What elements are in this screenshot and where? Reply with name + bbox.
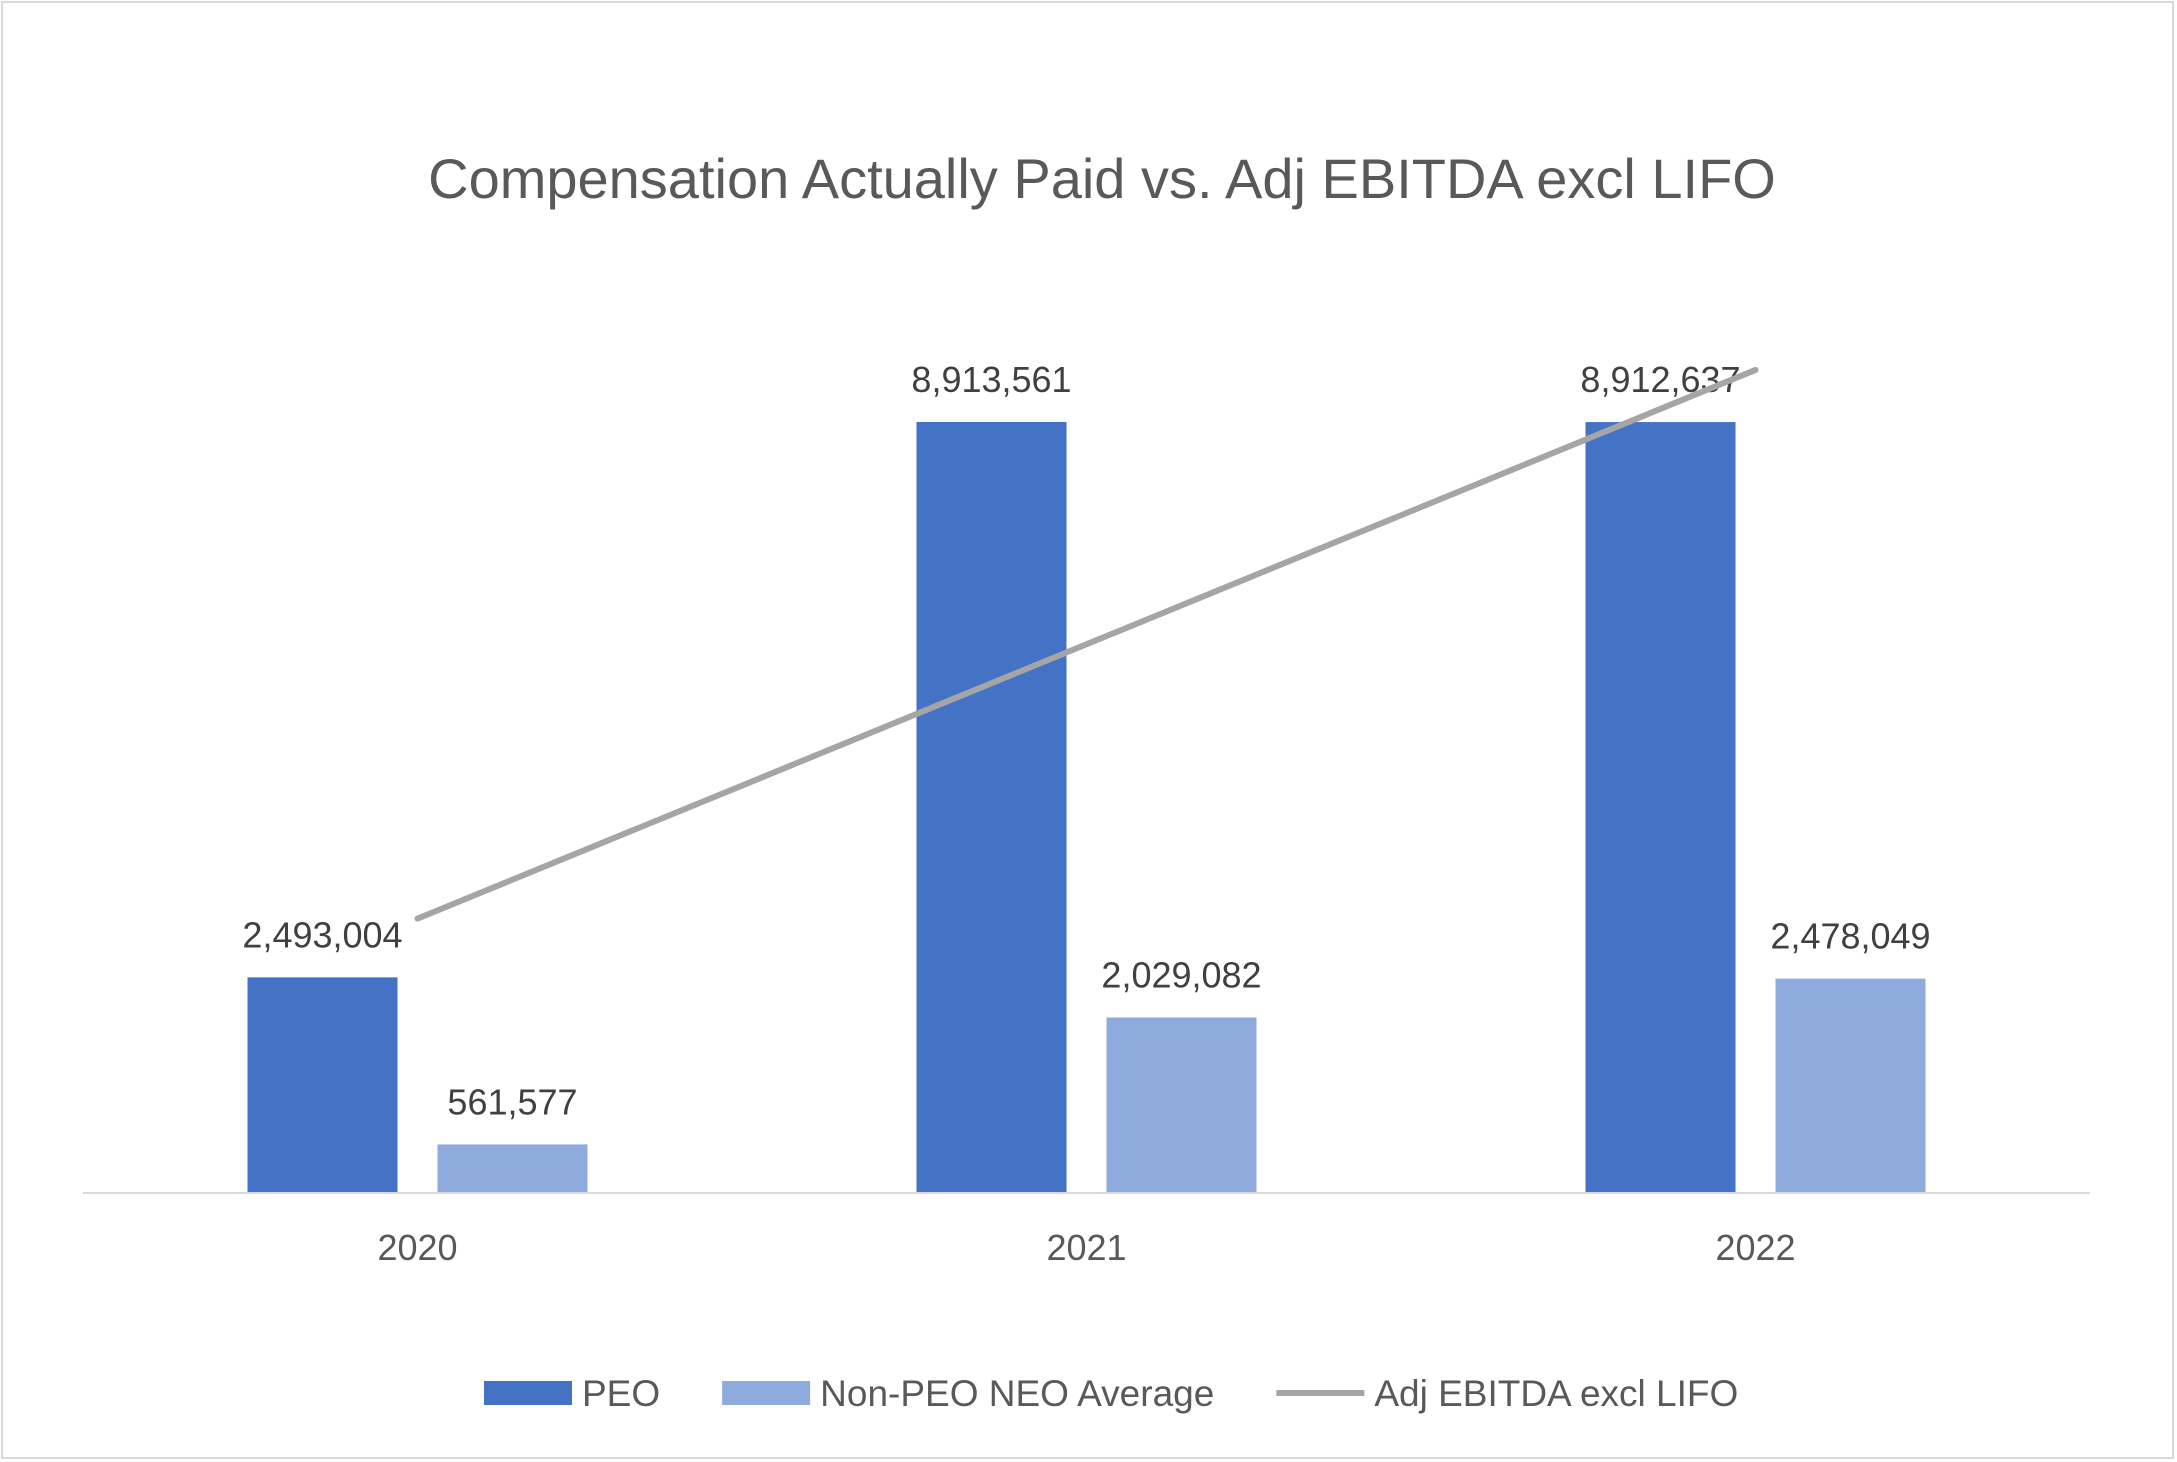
- legend-swatch-non-peo-neo-average: [722, 1381, 811, 1405]
- peo-data-label-2022: 8,912,637: [1580, 359, 1740, 400]
- legend-label-non-peo-neo-average: Non-PEO NEO Average: [820, 1373, 1214, 1414]
- non-peo-neo-average-bar-2022: [1775, 978, 1926, 1193]
- peo-bar-2020: [247, 977, 398, 1193]
- peo-data-label-2020: 2,493,004: [242, 914, 402, 955]
- peo-bar-2022: [1585, 422, 1736, 1193]
- legend-swatch-peo: [484, 1381, 572, 1405]
- legend-label-peo: PEO: [582, 1373, 660, 1414]
- x-tick-label-2021: 2021: [1046, 1227, 1126, 1268]
- non-peo-neo-average-bar-2021: [1106, 1017, 1257, 1193]
- x-tick-label-2022: 2022: [1715, 1227, 1795, 1268]
- non-peo-neo-average-data-label-2020: 561,577: [447, 1081, 577, 1122]
- chart-title: Compensation Actually Paid vs. Adj EBITD…: [428, 147, 1776, 210]
- peo-bar-2021: [916, 421, 1067, 1194]
- x-tick-label-2020: 2020: [377, 1227, 457, 1268]
- non-peo-neo-average-data-label-2021: 2,029,082: [1101, 954, 1261, 995]
- plot-area: 2,493,004 561,577 2020 8,913,561 2,029,082 20…: [242, 359, 1930, 1268]
- legend-label-adj-ebitda-excl-lifo: Adj EBITDA excl LIFO: [1374, 1373, 1738, 1414]
- adj-ebitda-excl-lifo-line: [414, 366, 1759, 922]
- non-peo-neo-average-data-label-2022: 2,478,049: [1770, 916, 1930, 957]
- legend: PEO Non-PEO NEO Average Adj EBITDA excl LI…: [484, 1373, 1738, 1414]
- non-peo-neo-average-bar-2020: [437, 1144, 588, 1193]
- peo-data-label-2021: 8,913,561: [911, 359, 1071, 400]
